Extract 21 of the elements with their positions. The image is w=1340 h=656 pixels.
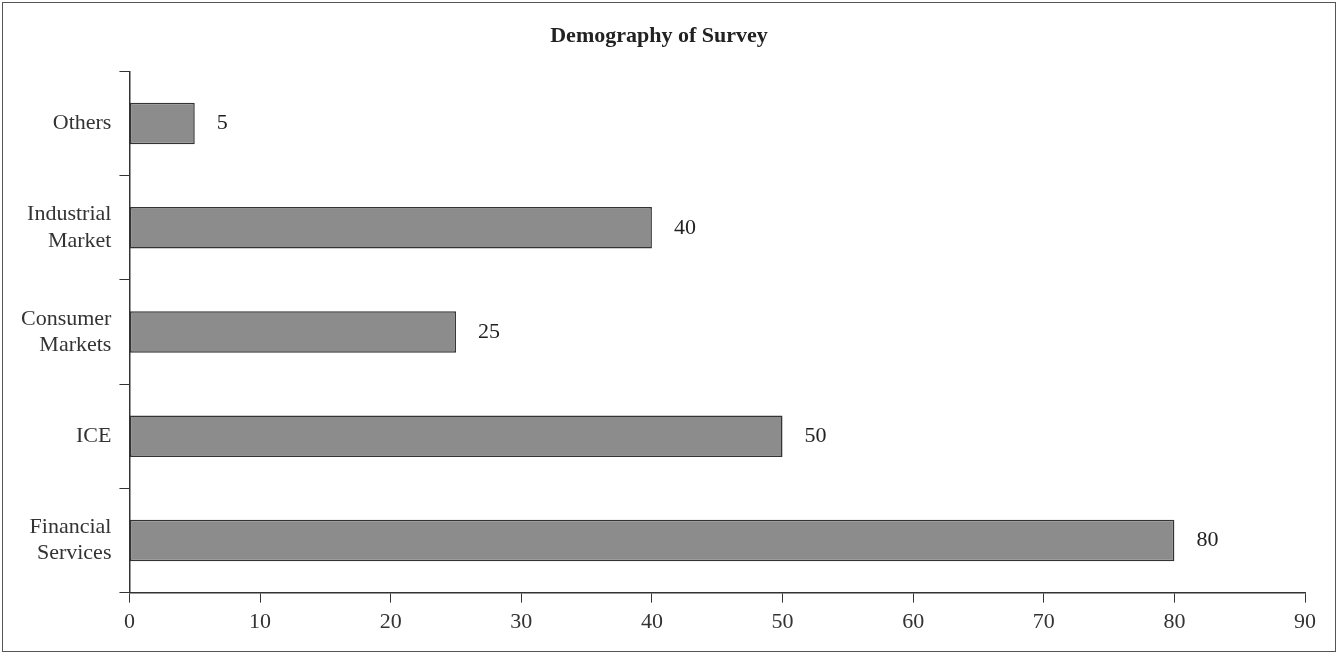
y-tick-label: Financial Services	[29, 513, 112, 565]
y-tick-label: ICE	[75, 422, 112, 448]
y-tick-label: Industrial Market	[27, 200, 112, 252]
y-tick-label: Consumer Markets	[20, 304, 113, 356]
x-tick-label: 60	[902, 607, 925, 633]
data-label: 80	[1196, 526, 1219, 552]
x-tick-label: 30	[510, 607, 533, 633]
data-label: 25	[477, 317, 500, 343]
x-tick-label: 70	[1032, 607, 1055, 633]
chart-title: Demography of Survey	[550, 21, 768, 47]
x-tick-label: 90	[1294, 607, 1316, 633]
x-tick-label: 40	[640, 607, 663, 633]
x-tick-label: 0	[123, 607, 135, 633]
x-tick-label: 80	[1163, 607, 1186, 633]
x-tick-label: 10	[249, 607, 272, 633]
x-tick-label: 50	[771, 607, 794, 633]
data-label: 40	[673, 213, 696, 239]
y-tick-label: Others	[52, 109, 112, 135]
data-label: 50	[804, 422, 827, 448]
data-label: 5	[216, 109, 228, 135]
x-tick-label: 20	[379, 607, 402, 633]
